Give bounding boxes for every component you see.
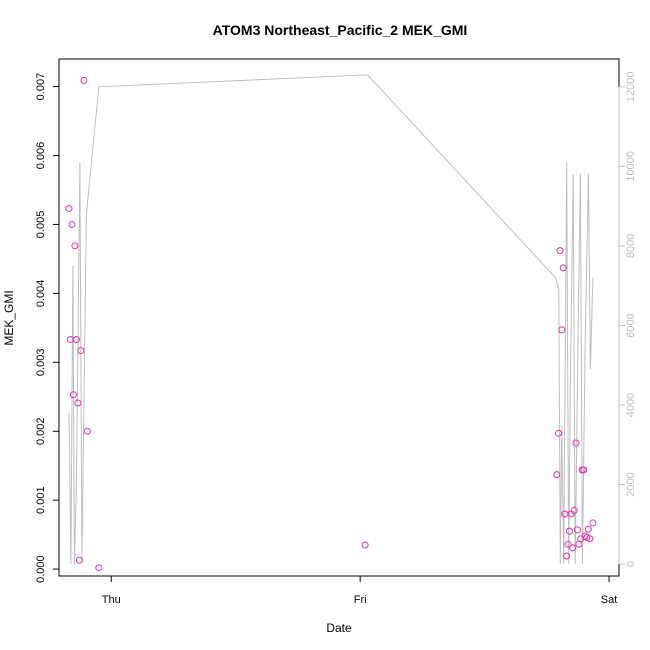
data-point [584,525,592,533]
data-point [553,471,561,479]
x-tick-label: Fri [354,594,367,606]
y-axis-label: MEK_GMI [2,290,16,345]
data-point [573,526,581,534]
data-point [71,242,79,250]
y2-tick-label: 8000 [625,234,637,258]
y2-tick-label: 0 [625,561,637,567]
chart-title: ATOM3 Northeast_Pacific_2 MEK_GMI [213,22,468,38]
data-point [570,507,578,515]
data-point [74,399,82,407]
data-point [555,429,563,437]
x-axis-label: Date [326,621,352,635]
data-point [589,519,597,527]
y2-tick-label: 6000 [625,313,637,337]
data-point [72,336,80,344]
y-tick-label: 0.001 [35,486,47,514]
data-point [558,326,566,334]
y-tick-label: 0.000 [35,555,47,583]
series-line-path [68,74,594,565]
data-point [559,264,567,272]
data-point [565,527,573,535]
y2-axis: 0 2000 4000 6000 8000 10000 12000 [618,72,637,567]
y-axis: 0.000 0.001 0.002 0.003 0.004 0.005 0.006 0.007 [35,73,60,583]
data-point [83,427,91,435]
y-tick-label: 0.005 [35,211,47,239]
plot-box [58,58,620,577]
y2-tick-label: 2000 [625,472,637,496]
data-point [68,220,76,228]
y-tick-label: 0.007 [35,73,47,101]
y-tick-label: 0.004 [35,280,47,308]
series-line [68,74,594,565]
y2-tick-label: 4000 [625,393,637,417]
data-point [77,347,85,355]
x-axis: Thu Fri Sat [102,575,618,606]
data-point [564,540,572,548]
data-point [95,564,103,572]
data-point [586,535,594,543]
series-points [65,76,597,572]
y-tick-label: 0.006 [35,142,47,170]
y-tick-label: 0.002 [35,417,47,445]
data-point [361,541,369,549]
data-point [572,439,580,447]
data-point [562,552,570,560]
y2-tick-label: 10000 [625,151,637,182]
data-point [69,391,77,399]
y-tick-label: 0.003 [35,349,47,377]
data-point [65,205,73,213]
data-point [556,247,564,255]
data-point [569,544,577,552]
x-tick-label: Sat [601,594,618,606]
data-point [75,556,83,564]
x-tick-label: Thu [102,594,121,606]
data-point [80,76,88,84]
data-point [580,466,588,474]
y2-tick-label: 12000 [625,72,637,103]
